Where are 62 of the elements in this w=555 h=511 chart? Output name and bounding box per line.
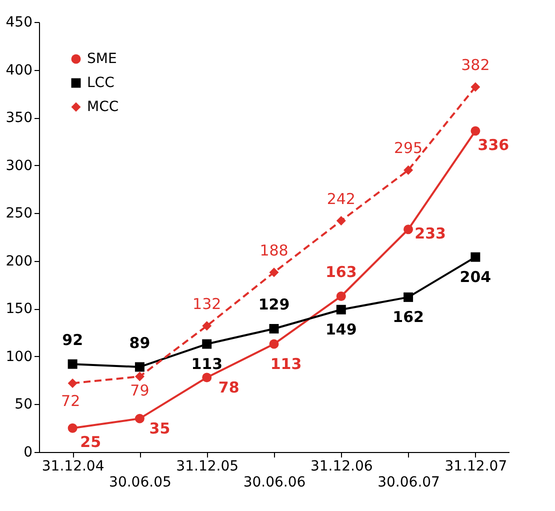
y-tick-label: 350 xyxy=(6,110,32,126)
point xyxy=(68,378,78,388)
data-label: 92 xyxy=(62,331,84,350)
x-tick-label: 31.12.06 xyxy=(310,458,373,474)
data-label: 242 xyxy=(326,190,356,208)
data-label: 204 xyxy=(460,268,492,286)
data-label: 35 xyxy=(149,420,170,438)
x-tick-label: 30.06.05 xyxy=(109,474,172,490)
data-label: 132 xyxy=(192,294,222,313)
y-tick-label: 150 xyxy=(6,301,32,318)
point xyxy=(202,321,212,331)
point xyxy=(470,252,480,262)
point xyxy=(68,359,78,369)
x-tick-label: 31.12.05 xyxy=(176,458,239,474)
data-label: 129 xyxy=(258,296,290,314)
y-tick-label: 200 xyxy=(6,253,32,270)
data-label: 336 xyxy=(478,136,510,154)
y-tick-label: 0 xyxy=(24,444,32,460)
data-label: 78 xyxy=(218,378,240,396)
y-tick-label: 400 xyxy=(6,62,32,78)
x-tick-label: 31.12.04 xyxy=(42,458,104,474)
data-label: 25 xyxy=(80,433,102,452)
data-label: 162 xyxy=(392,308,424,326)
data-label: 233 xyxy=(414,224,446,242)
point xyxy=(269,339,279,349)
legend-label: SME xyxy=(87,51,117,67)
data-label: 295 xyxy=(394,139,423,158)
point xyxy=(336,292,346,301)
point xyxy=(404,165,414,175)
legend-label: LCC xyxy=(87,75,115,91)
y-tick-label: 300 xyxy=(6,158,32,174)
data-label: 382 xyxy=(461,56,490,74)
point xyxy=(134,362,144,372)
point xyxy=(336,304,346,314)
data-label: 72 xyxy=(61,392,80,410)
data-label: 89 xyxy=(129,334,150,352)
x-tick-label: 30.06.06 xyxy=(243,474,306,490)
data-label: 113 xyxy=(191,355,223,374)
data-label: 163 xyxy=(325,263,357,282)
data-label: 113 xyxy=(270,355,302,374)
point xyxy=(404,292,414,302)
data-label: 188 xyxy=(260,241,288,260)
point xyxy=(269,324,279,334)
y-tick-label: 50 xyxy=(14,396,32,413)
point xyxy=(134,372,144,382)
x-tick-label: 30.06.07 xyxy=(378,474,440,490)
y-tick-label: 450 xyxy=(6,14,32,30)
point xyxy=(470,126,480,136)
point xyxy=(134,414,144,424)
point xyxy=(269,268,279,278)
y-tick-label: 100 xyxy=(6,348,32,365)
legend-label: MCC xyxy=(87,99,119,115)
point xyxy=(202,372,212,382)
data-label: 79 xyxy=(130,382,150,400)
point xyxy=(68,423,78,433)
point xyxy=(336,216,346,226)
y-tick-label: 250 xyxy=(6,206,32,222)
data-label: 149 xyxy=(325,320,357,339)
point xyxy=(202,339,212,349)
x-tick-label: 31.12.07 xyxy=(444,458,508,474)
point xyxy=(470,82,480,92)
point xyxy=(404,224,414,234)
